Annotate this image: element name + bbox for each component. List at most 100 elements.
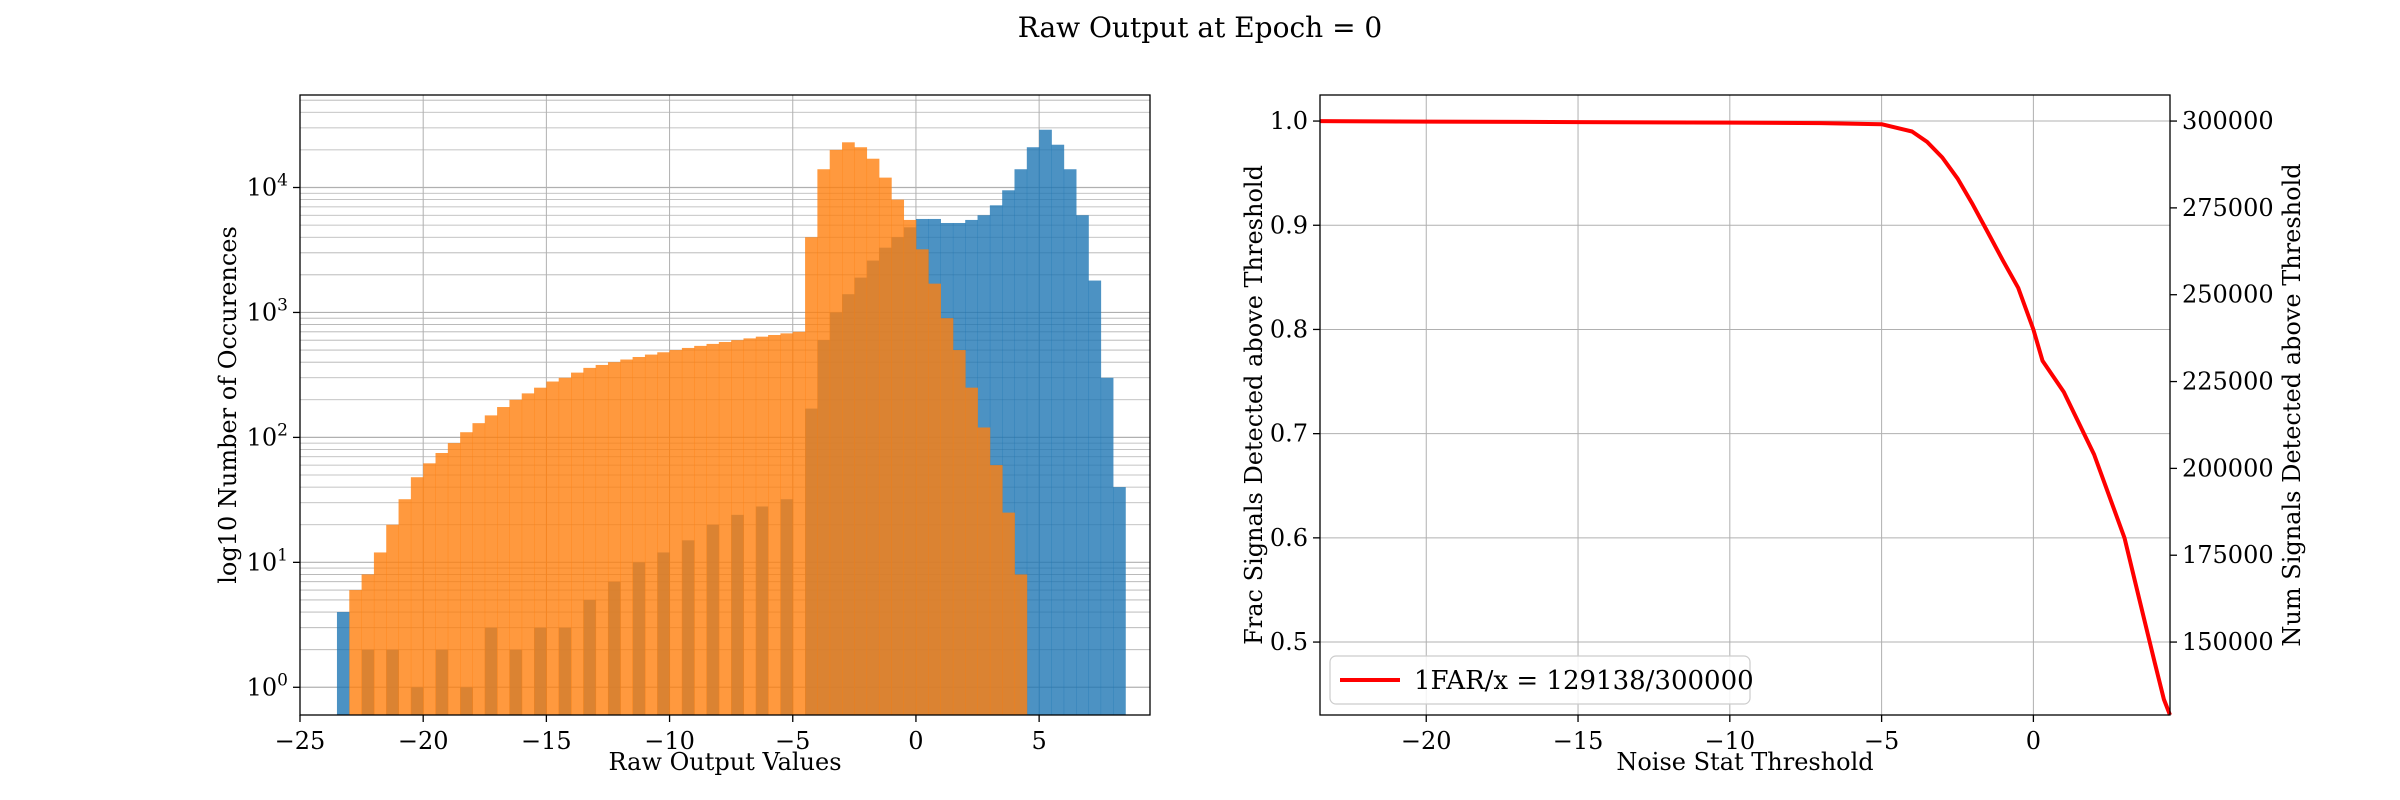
histogram-y-axis-label: log10 Number of Occurences [214, 226, 242, 584]
histogram-bar [805, 237, 818, 715]
histogram-bar [842, 142, 855, 716]
histogram-series-orange [349, 142, 1028, 716]
threshold-x-tick-label: −15 [1553, 727, 1604, 755]
threshold-x-axis-label: Noise Stat Threshold [1616, 748, 1873, 776]
histogram-x-axis-label: Raw Output Values [608, 748, 841, 776]
histogram-bar [903, 219, 917, 716]
histogram-bar [1039, 129, 1052, 715]
histogram-bar [1100, 377, 1114, 715]
histogram-bar [607, 362, 621, 715]
histogram-x-tick-label: −25 [275, 727, 326, 755]
histogram-x-ticks: −25 −20 −15 −10 −5 0 5 [275, 715, 1047, 755]
histogram-bar [829, 149, 843, 716]
threshold-y-tick-label: 0.7 [1270, 420, 1308, 448]
threshold-y2-tick-label: 275000 [2182, 194, 2274, 222]
histogram-bar [571, 372, 584, 715]
histogram-bar [731, 340, 744, 715]
threshold-y2-ticks: 150000 175000 200000 225000 250000 275000 3000… [2170, 107, 2274, 656]
histogram-x-tick-label: −20 [398, 727, 449, 755]
histogram-bar [583, 367, 597, 715]
histogram-bar [669, 350, 683, 715]
histogram-bar [632, 356, 646, 715]
threshold-y2-tick-label: 225000 [2182, 368, 2274, 396]
threshold-frame [1319, 94, 2171, 716]
threshold-y-axis-label: Frac Signals Detected above Threshold [1240, 165, 1268, 645]
threshold-y-tick-label: 0.6 [1270, 524, 1308, 552]
histogram-y-tick-label: 104 [247, 171, 288, 202]
histogram-bar [361, 574, 375, 715]
threshold-x-tick-label: −5 [1864, 727, 1899, 755]
histogram-bar [1026, 147, 1040, 715]
histogram-y-tick-label: 101 [247, 545, 288, 576]
histogram-bar [952, 350, 966, 715]
histogram-bar [484, 415, 498, 715]
histogram-x-tick-label: 5 [1031, 727, 1046, 755]
histogram-bar [866, 158, 880, 715]
histogram-x-tick-label: −10 [644, 727, 695, 755]
histogram-bar [706, 343, 720, 715]
histogram-bar [644, 354, 658, 715]
threshold-y2-tick-label: 175000 [2182, 541, 2274, 569]
histogram-bar [1051, 144, 1065, 715]
histogram-bar [509, 399, 523, 715]
threshold-y-tick-label: 1.0 [1270, 107, 1308, 135]
threshold-x-tick-label: −20 [1401, 727, 1452, 755]
histogram-bar [373, 552, 387, 715]
histogram-bar [891, 199, 905, 716]
histogram-bar [1113, 487, 1126, 715]
histogram-bar [620, 359, 634, 715]
histogram-x-tick-label: 0 [908, 727, 923, 755]
threshold-y-ticks: 0.5 0.6 0.7 0.8 0.9 1.0 [1270, 107, 1320, 656]
histogram-y-tick-label: 100 [247, 670, 288, 701]
histogram-bar [1076, 215, 1089, 715]
threshold-y2-tick-label: 200000 [2182, 454, 2274, 482]
histogram-bar [398, 499, 412, 715]
histogram-bar [521, 393, 535, 715]
histogram-bar [497, 407, 510, 715]
histogram-bar [792, 331, 806, 715]
legend-label: 1FAR/x = 129138/300000 [1414, 666, 1754, 696]
histogram-bar [558, 377, 572, 715]
threshold-plot-area [1320, 95, 2170, 715]
threshold-y2-tick-label: 300000 [2182, 107, 2274, 135]
legend: 1FAR/x = 129138/300000 [1329, 655, 1754, 705]
histogram-bar [768, 334, 781, 715]
histogram-bar [878, 177, 892, 716]
histogram-y-tick-label: 102 [247, 420, 288, 451]
histogram-bar [1014, 574, 1028, 715]
histogram-bar [1063, 169, 1077, 716]
histogram-bar [965, 387, 978, 715]
threshold-x-ticks: −20 −15 −10 −5 0 [1401, 715, 2041, 755]
histogram-y-tick-label: 103 [247, 295, 288, 326]
figure-title: Raw Output at Epoch = 0 [1018, 11, 1383, 44]
histogram-panel: −25 −20 −15 −10 −5 0 5 100 101 102 103 104 Raw Out… [214, 94, 1151, 776]
threshold-y2-tick-label: 250000 [2182, 281, 2274, 309]
histogram-bar [386, 524, 399, 715]
threshold-series-line [1319, 119, 2172, 716]
histogram-bar [817, 169, 831, 716]
histogram-x-tick-label: −5 [775, 727, 810, 755]
histogram-bar [780, 333, 794, 715]
histogram-bar [718, 342, 732, 715]
histogram-bar [755, 336, 769, 715]
histogram-bar [595, 364, 609, 715]
histogram-bar [694, 345, 707, 715]
histogram-bar [435, 453, 449, 715]
histogram-bar [410, 477, 424, 715]
histogram-bar [657, 352, 670, 715]
histogram-bar [1002, 512, 1015, 715]
threshold-y-tick-label: 0.9 [1270, 211, 1308, 239]
histogram-bar [546, 381, 560, 715]
legend-box [1329, 655, 1751, 705]
histogram-bar [681, 347, 695, 715]
threshold-x-tick-label: 0 [2026, 727, 2041, 755]
histogram-bar [1088, 280, 1102, 715]
threshold-y2-axis-label: Num Signals Detected above Threshold [2278, 163, 2306, 646]
histogram-bar [977, 427, 991, 715]
histogram-bar [534, 387, 547, 715]
histogram-bar [336, 612, 350, 715]
histogram-bar [743, 338, 757, 715]
histogram-bar [940, 318, 954, 715]
histogram-x-tick-label: −15 [521, 727, 572, 755]
